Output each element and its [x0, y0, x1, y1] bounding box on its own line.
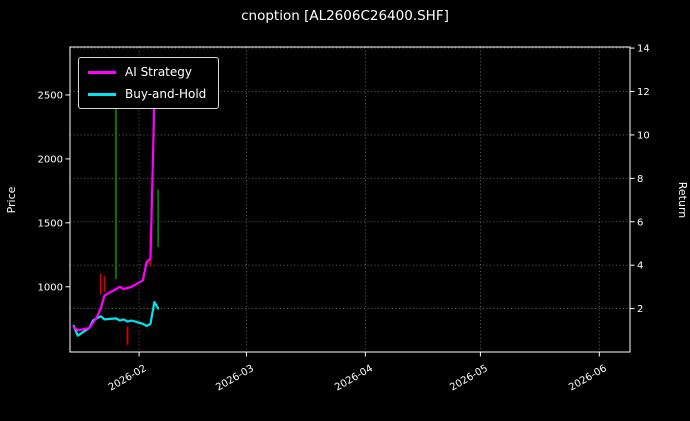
right-tick-label: 6 [637, 217, 643, 228]
left-tick-label: 2000 [38, 154, 63, 165]
y-axis-label-return: Return [676, 182, 689, 219]
right-tick-label: 12 [637, 87, 650, 98]
chart-legend: AI Strategy Buy-and-Hold [78, 57, 220, 109]
series-line-ai-strategy [72, 96, 160, 332]
left-tick-label: 1000 [38, 282, 63, 293]
chart-title: cnoption [AL2606C26400.SHF] [241, 8, 449, 24]
right-tick-label: 2 [637, 304, 643, 315]
x-tick-label: 2026-06 [567, 363, 609, 393]
y-axis-label-price: Price [5, 186, 18, 213]
buy-and-hold-line-swatch [88, 92, 116, 96]
right-tick-label: 10 [637, 130, 650, 141]
left-tick-label: 1500 [38, 218, 63, 229]
ai-strategy-line-swatch [88, 70, 116, 74]
right-tick-label: 8 [637, 174, 643, 185]
legend-label-buy-and-hold: Buy-and-Hold [125, 87, 207, 101]
x-tick-label: 2026-05 [448, 363, 490, 393]
right-tick-label: 4 [637, 261, 643, 272]
x-tick-label: 2026-02 [107, 363, 149, 393]
right-tick-label: 14 [637, 44, 650, 55]
legend-item-buy-and-hold: Buy-and-Hold [88, 87, 206, 101]
series-line-buy-and-hold [72, 301, 160, 337]
x-tick-label: 2026-03 [214, 363, 256, 393]
legend-item-ai-strategy: AI Strategy [88, 65, 206, 79]
left-tick-label: 2500 [38, 90, 63, 101]
plot-border [69, 46, 631, 353]
x-tick-label: 2026-04 [333, 363, 375, 393]
legend-label-ai-strategy: AI Strategy [125, 65, 192, 79]
